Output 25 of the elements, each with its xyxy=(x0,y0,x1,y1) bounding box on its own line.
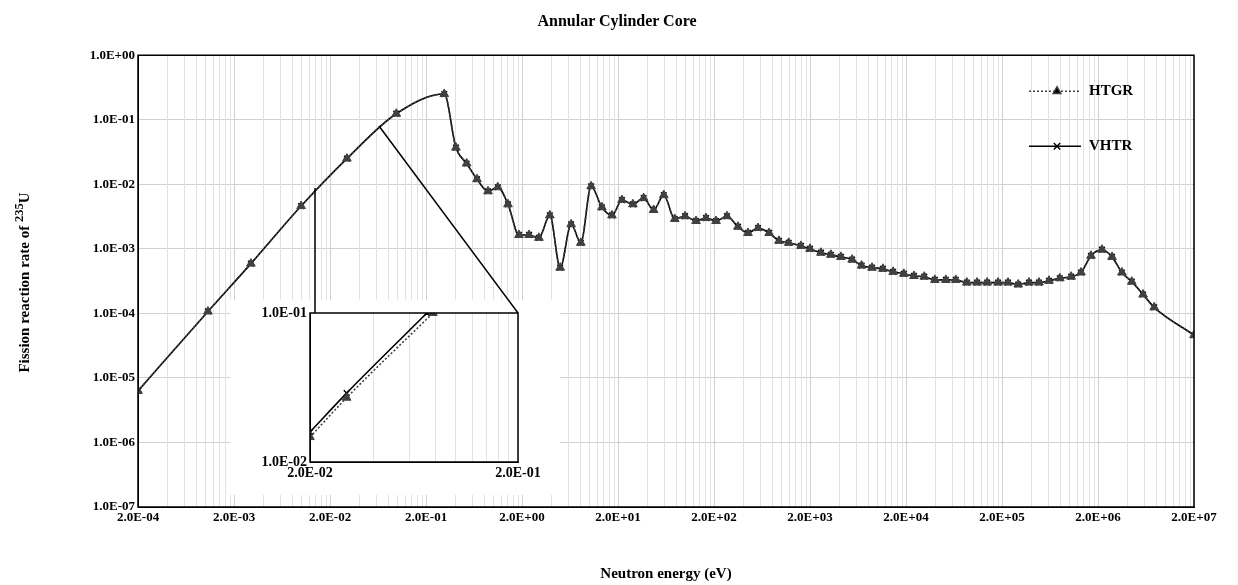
y-tick-label: 1.0E-03 xyxy=(92,240,136,256)
x-tick-label: 2.0E+01 xyxy=(595,509,641,525)
x-tick-label: 2.0E+06 xyxy=(1075,509,1122,525)
y-tick-label: 1.0E-01 xyxy=(92,111,135,127)
y-tick-label: 1.0E-06 xyxy=(92,433,136,449)
x-tick-label: 2.0E+00 xyxy=(499,509,545,525)
x-tick-label: 2.0E-01 xyxy=(404,509,448,525)
y-tick-label: 1.0E-05 xyxy=(92,369,136,385)
y-tick-label: 1.0E-01 xyxy=(261,304,307,320)
legend-label: VHTR xyxy=(1089,137,1133,154)
x-tick-label: 2.0E+07 xyxy=(1171,509,1218,525)
x-tick-label: 2.0E+05 xyxy=(979,509,1026,525)
y-tick-label: 1.0E+00 xyxy=(89,46,135,62)
x-tick-label: 2.0E-02 xyxy=(287,465,333,481)
legend-label: HTGR xyxy=(1089,82,1134,99)
x-axis-title: Neutron energy (eV) xyxy=(600,564,732,582)
y-tick-label: 1.0E-04 xyxy=(92,304,136,320)
x-tick-label: 2.0E+04 xyxy=(883,509,930,525)
chart-title: Annular Cylinder Core xyxy=(537,11,697,30)
y-tick-label: 1.0E-02 xyxy=(92,175,135,191)
x-tick-label: 2.0E-03 xyxy=(212,509,256,525)
x-tick-label: 2.0E-01 xyxy=(495,465,541,481)
x-tick-label: 2.0E+03 xyxy=(787,509,834,525)
x-tick-label: 2.0E-02 xyxy=(308,509,352,525)
x-tick-label: 2.0E+02 xyxy=(691,509,737,525)
